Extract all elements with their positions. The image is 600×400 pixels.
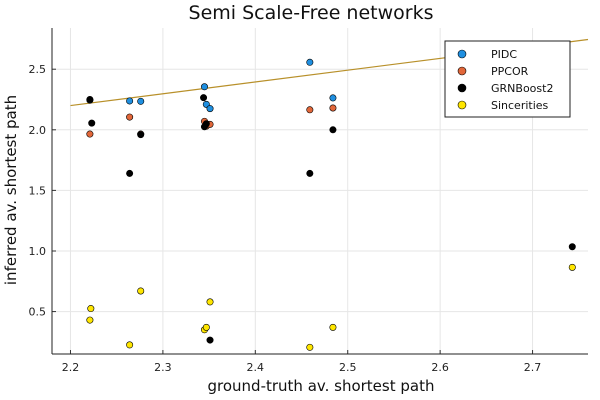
point-sincerities bbox=[87, 305, 95, 313]
legend-label-ppcor: PPCOR bbox=[491, 65, 529, 78]
point-grnboost2 bbox=[202, 120, 210, 128]
y-tick-label: 2.0 bbox=[29, 124, 47, 137]
point-grnboost2 bbox=[206, 336, 214, 344]
point-grnboost2 bbox=[86, 96, 94, 104]
chart-title: Semi Scale-Free networks bbox=[189, 2, 434, 24]
point-grnboost2 bbox=[126, 169, 134, 177]
point-pidc bbox=[329, 94, 337, 102]
point-sincerities bbox=[206, 298, 214, 306]
point-sincerities bbox=[329, 323, 337, 331]
point-ppcor bbox=[329, 104, 337, 112]
legend-label-grnboost2: GRNBoost2 bbox=[491, 82, 553, 95]
point-pidc bbox=[206, 105, 214, 113]
point-pidc bbox=[137, 97, 145, 105]
point-ppcor bbox=[126, 113, 134, 121]
legend-label-sincerities: Sincerities bbox=[491, 99, 549, 112]
x-tick-label: 2.6 bbox=[431, 361, 449, 374]
point-pidc bbox=[126, 97, 134, 105]
point-sincerities bbox=[306, 343, 314, 351]
point-grnboost2 bbox=[329, 126, 337, 134]
x-tick-label: 2.2 bbox=[62, 361, 80, 374]
point-ppcor bbox=[86, 130, 94, 138]
axes bbox=[51, 28, 588, 355]
x-tick-label: 2.3 bbox=[154, 361, 172, 374]
point-grnboost2 bbox=[88, 119, 96, 127]
point-sincerities bbox=[86, 316, 94, 324]
legend: PIDC PPCOR GRNBoost2 Sincerities bbox=[444, 40, 571, 118]
point-grnboost2 bbox=[200, 94, 208, 102]
y-tick-label: 2.5 bbox=[29, 63, 47, 76]
tick-labels: 2.2 2.3 2.4 2.5 2.6 2.7 0.5 1.0 1.5 2.0 2.5 bbox=[29, 63, 542, 374]
point-pidc bbox=[306, 58, 314, 66]
y-tick-label: 1.0 bbox=[29, 245, 47, 258]
point-sincerities bbox=[126, 341, 134, 349]
point-grnboost2 bbox=[306, 169, 314, 177]
legend-label-pidc: PIDC bbox=[491, 48, 517, 61]
legend-marker-pidc bbox=[457, 49, 467, 59]
y-tick-label: 1.5 bbox=[29, 184, 47, 197]
point-sincerities bbox=[568, 263, 576, 271]
legend-marker-sincerities bbox=[457, 100, 467, 110]
point-sincerities bbox=[137, 287, 145, 295]
x-tick-label: 2.5 bbox=[339, 361, 357, 374]
x-tick-label: 2.4 bbox=[247, 361, 265, 374]
x-axis-label: ground-truth av. shortest path bbox=[208, 377, 435, 395]
legend-marker-ppcor bbox=[457, 66, 467, 76]
point-grnboost2 bbox=[568, 243, 576, 251]
point-ppcor bbox=[306, 106, 314, 114]
point-sincerities bbox=[202, 323, 210, 331]
legend-marker-grnboost2 bbox=[457, 83, 467, 93]
y-tick-label: 0.5 bbox=[29, 306, 47, 319]
point-grnboost2 bbox=[137, 131, 145, 139]
y-axis-label: inferred av. shortest path bbox=[2, 95, 20, 285]
point-pidc bbox=[200, 83, 208, 91]
data-points bbox=[86, 58, 576, 351]
x-tick-label: 2.7 bbox=[524, 361, 542, 374]
